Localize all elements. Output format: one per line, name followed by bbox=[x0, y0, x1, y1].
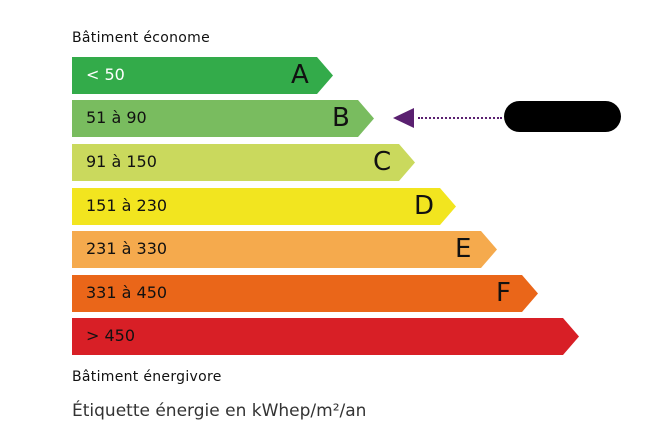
class-range: 151 à 230 bbox=[86, 196, 168, 215]
class-letter: A bbox=[291, 60, 309, 90]
energy-class-c: 91 à 150 C bbox=[72, 144, 415, 181]
class-letter: C bbox=[373, 147, 392, 177]
class-letter: D bbox=[414, 191, 435, 221]
class-letter: E bbox=[455, 234, 472, 264]
top-label: Bâtiment économe bbox=[72, 30, 210, 46]
energy-class-f: 331 à 450 F bbox=[72, 275, 538, 312]
class-range: 331 à 450 bbox=[86, 283, 168, 302]
class-range: 91 à 150 bbox=[86, 152, 157, 171]
energy-class-d: 151 à 230 D bbox=[72, 188, 456, 225]
bottom-label: Bâtiment énergivore bbox=[72, 369, 222, 385]
energy-class-a: < 50 A bbox=[72, 57, 333, 94]
footer-caption: Étiquette énergie en kWhep/m²/an bbox=[72, 401, 367, 421]
class-range: > 450 bbox=[86, 326, 136, 345]
class-letter: B bbox=[332, 103, 350, 133]
class-letter: F bbox=[496, 278, 511, 308]
energy-class-b: 51 à 90 B bbox=[72, 100, 374, 137]
redacted-value bbox=[504, 101, 621, 132]
energy-class-e: 231 à 330 E bbox=[72, 231, 497, 268]
rating-pointer-line bbox=[418, 117, 502, 119]
class-range: 231 à 330 bbox=[86, 239, 168, 258]
class-range: < 50 bbox=[86, 65, 125, 84]
rating-arrow-icon bbox=[393, 108, 414, 128]
class-range: 51 à 90 bbox=[86, 108, 147, 127]
energy-class-g: > 450 bbox=[72, 318, 579, 355]
